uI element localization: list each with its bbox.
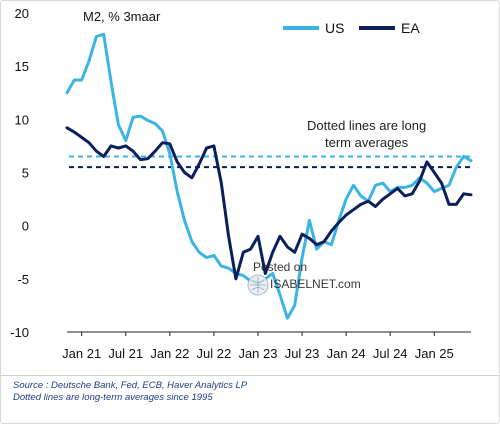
y-tick-label: 15 — [15, 59, 29, 74]
x-tick-label: Jul 21 — [108, 346, 143, 361]
globe-grid-icon — [250, 277, 266, 293]
chart-title: M2, % 3maar — [83, 9, 161, 24]
y-tick-label: 0 — [22, 219, 29, 234]
legend-label-ea: EA — [401, 20, 420, 36]
x-tick-label: Jan 23 — [238, 346, 277, 361]
legend-label-us: US — [325, 20, 344, 36]
series-line-us — [65, 32, 473, 320]
line-chart: -10 -5 0 5 10 15 20 Jan 21 Jul 21 Jan 22 Jul 22 Jan… — [10, 6, 473, 361]
x-tick-label: Jul 22 — [197, 346, 232, 361]
annotation-line-1: Dotted lines are long — [307, 118, 426, 133]
source-note: Source : Deutsche Bank, Fed, ECB, Haver … — [13, 380, 248, 391]
y-tick-label: 20 — [15, 6, 29, 21]
x-tick-label: Jan 21 — [62, 346, 101, 361]
average-note: Dotted lines are long-term averages sinc… — [13, 392, 213, 403]
series-line-ea — [65, 126, 473, 281]
annotation-line-2: term averages — [325, 135, 409, 150]
x-tick-label: Jan 24 — [327, 346, 366, 361]
watermark: Posted on ISABELNET.com — [247, 260, 361, 296]
annotation: Dotted lines are long term averages — [307, 118, 426, 150]
legend: US EA — [283, 20, 420, 36]
y-tick-label: -5 — [17, 272, 29, 287]
y-tick-label: -10 — [10, 325, 29, 340]
x-tick-label: Jan 25 — [415, 346, 454, 361]
watermark-line-2: ISABELNET.com — [270, 277, 361, 291]
x-tick-label: Jul 24 — [373, 346, 408, 361]
watermark-line-1: Posted on — [253, 260, 307, 274]
y-tick-label: 10 — [15, 112, 29, 127]
x-tick-label: Jul 23 — [285, 346, 320, 361]
chart-footer: Source : Deutsche Bank, Fed, ECB, Haver … — [1, 375, 499, 424]
y-tick-label: 5 — [22, 166, 29, 181]
x-tick-label: Jan 22 — [150, 346, 189, 361]
